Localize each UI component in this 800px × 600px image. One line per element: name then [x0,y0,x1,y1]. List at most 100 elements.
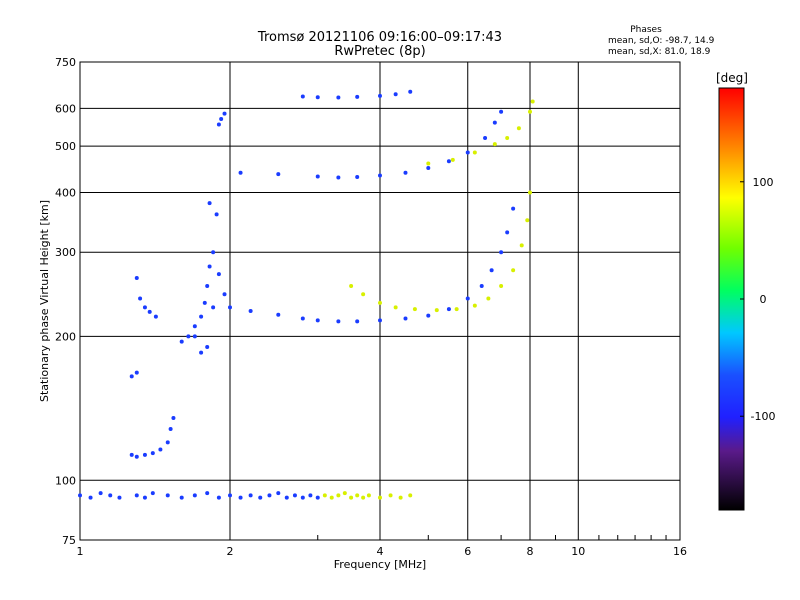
x-tick-label: 16 [673,545,687,558]
echo-point [147,309,152,314]
echo-point [142,452,147,457]
echo-point [192,493,197,498]
echo-point [142,305,147,310]
y-axis-ticks: 75 100 200 300 400 500 600 750 [55,56,76,547]
echo-point [412,307,417,312]
colorbar-tick-label: 100 [753,176,774,189]
echo-point [511,268,516,273]
x-tick-label: 2 [227,545,234,558]
echo-point [214,212,219,217]
echo-point [205,345,210,350]
echo-point [150,491,155,496]
echo-point [129,374,134,379]
echo-point [342,491,347,496]
echo-point [355,94,360,99]
echo-point [158,447,163,452]
echo-point [300,94,305,99]
echo-point [454,307,459,312]
echo-point [108,493,113,498]
echo-point [315,95,320,100]
echo-point [238,495,243,500]
echo-point [168,427,173,432]
echo-point [329,495,334,500]
echo-point [378,495,382,500]
chart-title: Tromsø 20121106 09:16:00–09:17:43 [257,30,502,45]
echo-point [186,334,191,339]
echo-point [483,136,488,141]
echo-point [446,307,451,312]
echo-point [134,493,139,498]
echo-point [355,174,360,179]
echo-point [516,126,521,131]
echo-point [134,275,139,280]
echo-point [129,452,134,457]
echo-point [202,300,207,305]
echo-point [165,493,170,498]
echo-point [528,190,532,195]
echo-point [248,309,253,314]
echo-point [300,495,305,500]
echo-point [472,150,477,155]
echo-point [530,99,535,104]
echo-point [434,308,439,313]
echo-point [216,272,221,277]
y-tick-label: 600 [55,102,76,115]
echo-point [393,92,398,97]
x-tick-label: 4 [377,545,384,558]
colorbar-tick-label: 0 [760,293,767,306]
echo-point [446,159,451,164]
echo-point [322,493,327,498]
x-tick-label: 10 [571,545,585,558]
echo-point [308,493,313,498]
echo-point [408,493,413,498]
echo-point [78,493,82,498]
echo-point [472,303,477,308]
echo-point [408,89,413,94]
echo-point [248,493,253,498]
echo-point [276,491,281,496]
y-axis-label: Stationary phase Virtual Height [km] [38,200,51,402]
echo-point [207,201,212,206]
echo-point [486,296,491,301]
echo-point [366,493,371,498]
echo-point [315,174,320,179]
echo-point [336,175,341,180]
echo-point [393,305,398,310]
echo-point [349,495,354,500]
echo-point [492,142,497,147]
echo-point [426,313,431,318]
echo-point [276,312,281,317]
echo-point [499,250,504,255]
echo-point [525,218,530,223]
plot-frame [79,61,681,541]
y-tick-label: 500 [55,140,76,153]
echo-point [153,314,158,319]
x-axis-ticks: 1 2 4 6 8 10 16 [77,535,687,558]
echo-point [117,495,122,500]
echo-point [88,495,93,500]
echo-point [519,243,524,248]
colorbar-ticks: 100 0 -100 [740,176,775,423]
echo-point [403,170,408,175]
echo-point [284,495,289,500]
echo-point [426,166,431,171]
echo-point [98,491,103,496]
colorbar-tick-label: -100 [751,410,776,423]
echo-point [150,451,155,456]
echo-point [207,264,212,269]
echo-points [78,89,535,500]
echo-point [216,495,221,500]
y-tick-label: 75 [62,534,76,547]
y-tick-label: 200 [55,330,76,343]
echo-point [361,292,366,297]
echo-point [276,172,281,177]
echo-point [171,415,176,420]
echo-point [134,370,139,375]
echo-point [378,318,382,323]
echo-point [398,495,403,500]
echo-point [528,109,532,114]
phase-box-title: Phases [630,25,662,35]
echo-point [228,305,232,310]
